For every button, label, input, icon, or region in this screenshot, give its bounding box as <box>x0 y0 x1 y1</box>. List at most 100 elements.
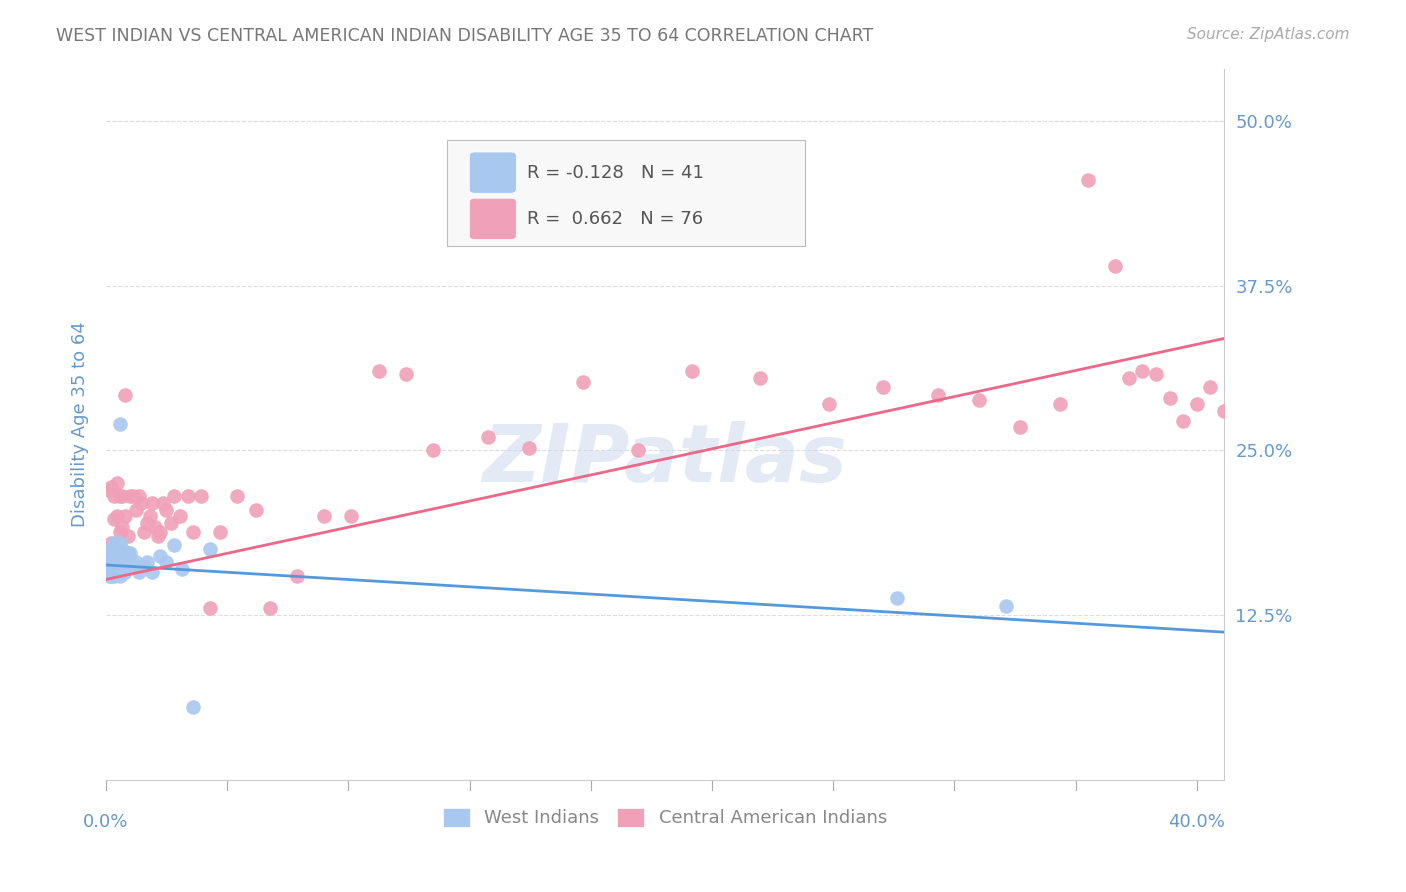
Point <box>477 430 499 444</box>
Point <box>367 364 389 378</box>
Point <box>198 542 221 557</box>
Point <box>163 538 186 552</box>
Point <box>100 480 122 494</box>
Point <box>100 542 122 557</box>
Point <box>172 562 194 576</box>
Point <box>627 443 650 458</box>
Point <box>422 443 444 458</box>
Point <box>245 502 267 516</box>
Point <box>517 441 540 455</box>
Point <box>97 555 120 569</box>
Point <box>103 555 125 569</box>
Point <box>1173 414 1195 428</box>
Point <box>100 555 122 569</box>
Point <box>105 551 128 566</box>
Text: ZIPatlas: ZIPatlas <box>482 421 848 499</box>
Point <box>1185 397 1208 411</box>
Point <box>190 490 212 504</box>
Point <box>94 555 117 569</box>
Point <box>198 601 221 615</box>
Point <box>97 549 120 563</box>
FancyBboxPatch shape <box>447 140 804 246</box>
Point <box>105 542 128 557</box>
Point <box>111 559 134 574</box>
Point <box>120 490 142 504</box>
Point <box>209 524 232 539</box>
Point <box>103 542 125 557</box>
Point <box>100 568 122 582</box>
Point <box>927 388 949 402</box>
Point <box>97 568 120 582</box>
Text: R = -0.128   N = 41: R = -0.128 N = 41 <box>527 163 704 182</box>
Point <box>967 393 990 408</box>
Point <box>103 535 125 549</box>
Point <box>163 490 186 504</box>
Point <box>103 568 125 582</box>
Point <box>117 529 139 543</box>
Point <box>135 555 157 569</box>
Point <box>125 555 148 569</box>
Point <box>103 490 125 504</box>
Point <box>1213 404 1236 418</box>
Point <box>1199 380 1222 394</box>
Point <box>146 529 169 543</box>
Point <box>155 502 177 516</box>
Point <box>225 490 247 504</box>
Point <box>138 509 160 524</box>
Point <box>1130 364 1153 378</box>
Point <box>97 546 120 560</box>
Point <box>149 549 172 563</box>
Point <box>155 555 177 569</box>
Point <box>1226 419 1249 434</box>
Point <box>572 375 595 389</box>
Point <box>872 380 894 394</box>
Point <box>114 388 136 402</box>
Text: Source: ZipAtlas.com: Source: ZipAtlas.com <box>1187 27 1350 42</box>
Point <box>135 516 157 530</box>
Point <box>177 490 200 504</box>
Point <box>143 520 166 534</box>
Point <box>100 559 122 574</box>
Point <box>114 546 136 560</box>
Point <box>817 397 839 411</box>
Point <box>97 483 120 497</box>
Point <box>128 565 150 579</box>
Point <box>105 476 128 491</box>
Point <box>1159 391 1181 405</box>
Point <box>1144 367 1167 381</box>
Point <box>111 546 134 560</box>
Point <box>108 524 131 539</box>
Point <box>108 568 131 582</box>
Point <box>108 490 131 504</box>
FancyBboxPatch shape <box>470 198 516 239</box>
Point <box>117 546 139 560</box>
Point <box>132 524 155 539</box>
Point <box>1049 397 1071 411</box>
Text: 0.0%: 0.0% <box>83 813 128 830</box>
Point <box>152 496 174 510</box>
Point <box>285 568 308 582</box>
FancyBboxPatch shape <box>470 152 516 194</box>
Point <box>160 516 183 530</box>
Point <box>181 524 204 539</box>
Text: R =  0.662   N = 76: R = 0.662 N = 76 <box>527 210 703 227</box>
Point <box>259 601 281 615</box>
Point <box>111 490 134 504</box>
Point <box>1008 419 1031 434</box>
Point <box>149 524 172 539</box>
Point <box>141 565 163 579</box>
Point <box>169 509 191 524</box>
Point <box>105 546 128 560</box>
Point <box>1118 371 1140 385</box>
Point <box>108 551 131 566</box>
Point <box>141 496 163 510</box>
Point <box>395 367 418 381</box>
Text: WEST INDIAN VS CENTRAL AMERICAN INDIAN DISABILITY AGE 35 TO 64 CORRELATION CHART: WEST INDIAN VS CENTRAL AMERICAN INDIAN D… <box>56 27 873 45</box>
Point <box>994 599 1017 613</box>
Point <box>122 559 145 574</box>
Legend: West Indians, Central American Indians: West Indians, Central American Indians <box>436 801 894 835</box>
Point <box>103 546 125 560</box>
Point <box>340 509 363 524</box>
Point <box>886 591 908 605</box>
Point <box>122 490 145 504</box>
